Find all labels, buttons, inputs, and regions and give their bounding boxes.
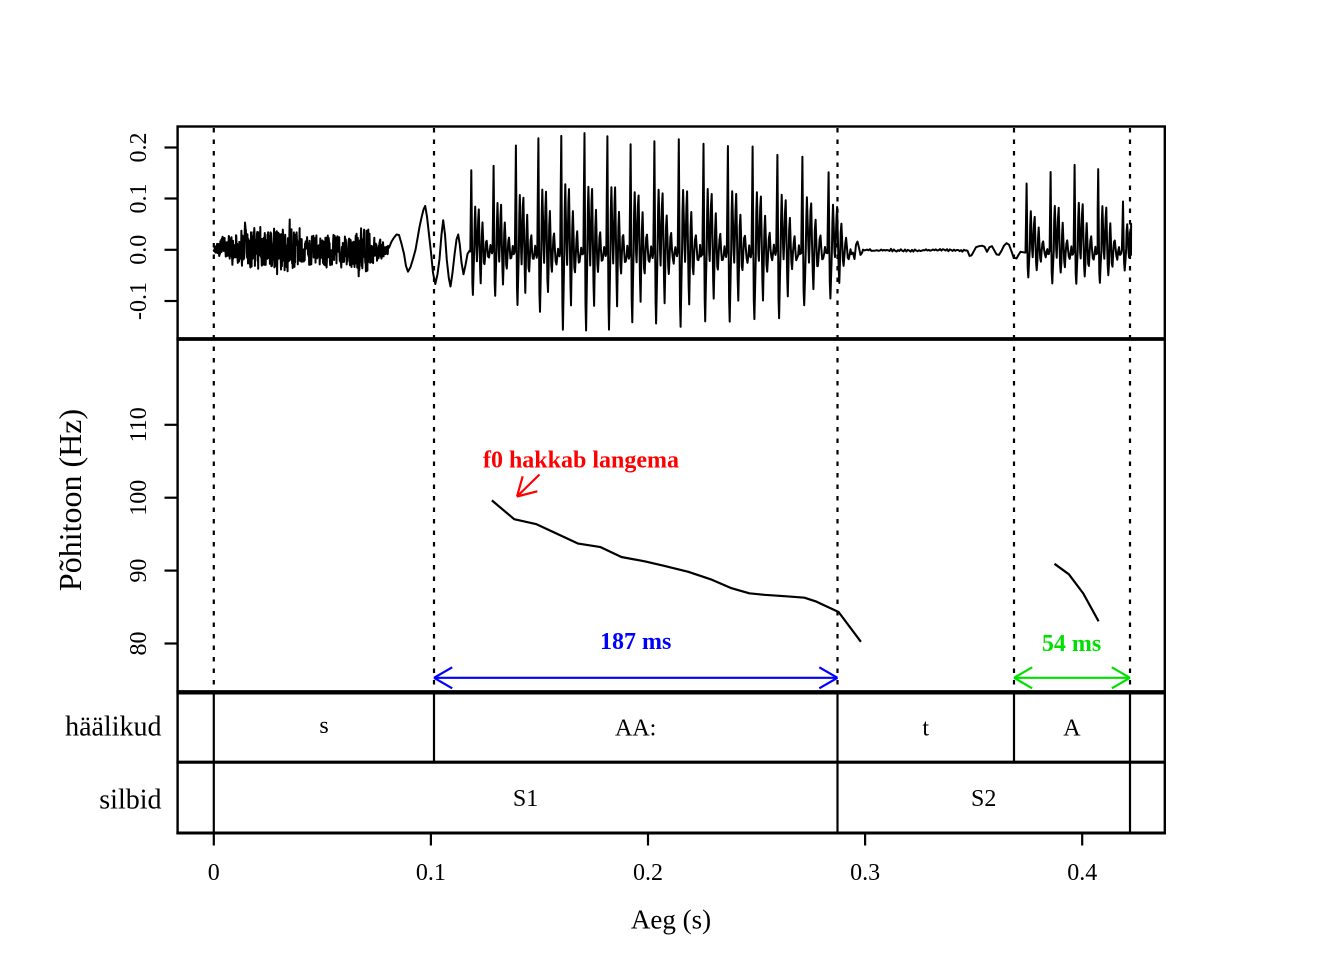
svg-text:80: 80	[126, 632, 152, 656]
svg-text:Põhitoon (Hz): Põhitoon (Hz)	[52, 409, 88, 591]
svg-text:187 ms: 187 ms	[600, 629, 671, 655]
svg-text:t: t	[922, 716, 929, 742]
svg-text:f0 hakkab langema: f0 hakkab langema	[483, 448, 679, 474]
svg-text:0.1: 0.1	[416, 860, 446, 886]
svg-text:0: 0	[208, 860, 220, 886]
svg-text:Aeg (s): Aeg (s)	[631, 905, 711, 935]
svg-text:0.1: 0.1	[126, 184, 152, 214]
svg-text:0.2: 0.2	[633, 860, 663, 886]
svg-text:s: s	[319, 713, 328, 739]
svg-text:häälikud: häälikud	[65, 712, 161, 743]
svg-text:silbid: silbid	[99, 785, 161, 816]
svg-text:110: 110	[126, 407, 152, 442]
svg-text:S1: S1	[513, 786, 538, 812]
svg-text:0.4: 0.4	[1067, 860, 1097, 886]
svg-text:A: A	[1063, 715, 1081, 741]
svg-text:90: 90	[126, 559, 152, 583]
svg-text:100: 100	[126, 480, 152, 516]
svg-text:AA:: AA:	[615, 715, 656, 741]
svg-text:0.0: 0.0	[126, 235, 152, 265]
svg-text:0.2: 0.2	[126, 133, 152, 163]
svg-text:0.3: 0.3	[850, 860, 880, 886]
svg-text:-0.1: -0.1	[126, 282, 152, 320]
svg-text:S2: S2	[971, 786, 996, 812]
svg-text:54 ms: 54 ms	[1042, 631, 1101, 657]
